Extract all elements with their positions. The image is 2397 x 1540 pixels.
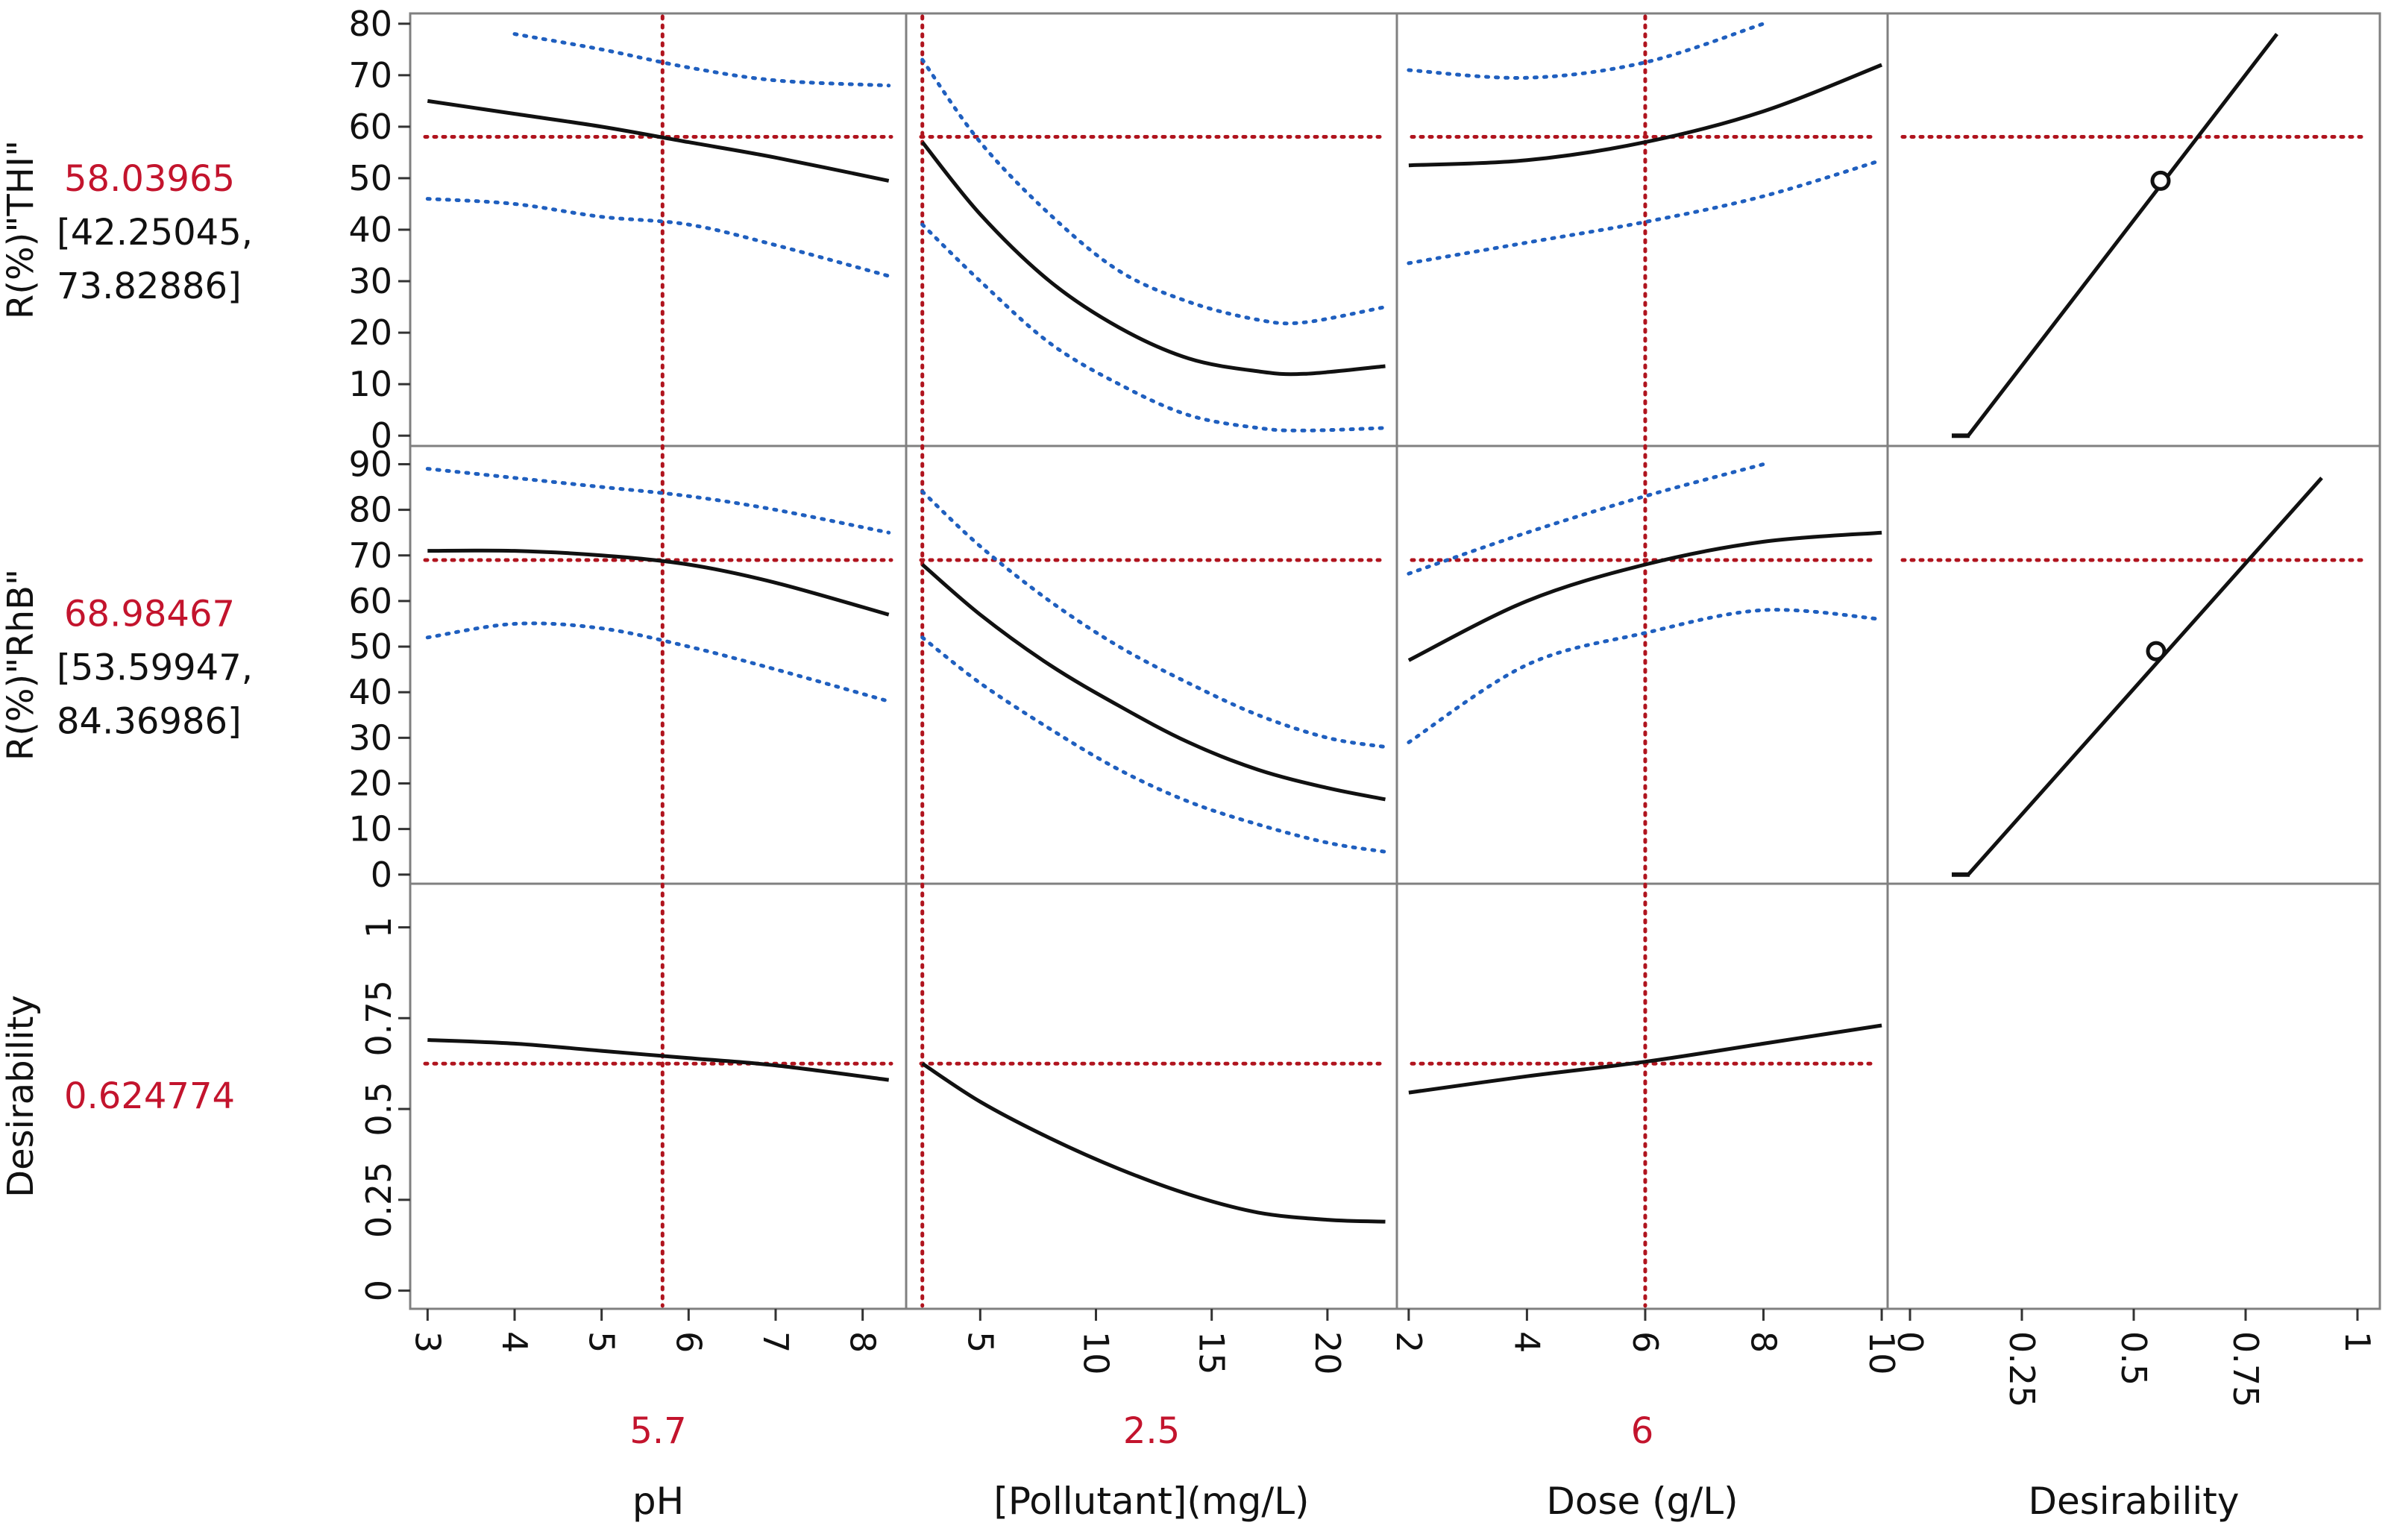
confidence-interval-r-rhb-1: 84.36986] xyxy=(57,701,242,743)
x-tick-label-desirability-3: 0.75 xyxy=(2225,1331,2266,1407)
y-tick-label-r-thi-7: 70 xyxy=(348,55,392,95)
prediction-curve-r-rhb-vs-dose-g-l xyxy=(1407,530,1882,662)
y-axis-label-r-rhb: R(%)"RhB" xyxy=(0,569,42,761)
y-tick-label-r-rhb-2: 20 xyxy=(348,763,392,803)
panel-3-3 xyxy=(1395,882,1889,1310)
x-tick-label-desirability-4: 1 xyxy=(2337,1331,2378,1353)
desirability-marker-r-rhb xyxy=(2146,641,2167,661)
prediction-curve-r-thi-vs-desirability xyxy=(1967,33,2278,437)
y-tick-label-r-rhb-0: 0 xyxy=(371,855,392,895)
prediction-curve-r-thi-vs-dose-g-l xyxy=(1408,63,1883,168)
y-tick-label-r-thi-6: 60 xyxy=(348,107,392,147)
prediction-curve-desirability-vs-ph xyxy=(427,1038,890,1082)
x-tick-label-ph-0: 3 xyxy=(407,1331,447,1353)
x-tick-label-pollutant-mg-l-3: 20 xyxy=(1307,1331,1348,1375)
y-axis-label-desirability: Desirability xyxy=(0,995,42,1198)
y-tick-label-r-thi-2: 20 xyxy=(348,312,392,353)
x-tick-label-ph-2: 5 xyxy=(582,1331,622,1353)
x-tick-label-dose-g-l-3: 8 xyxy=(1744,1331,1784,1353)
x-axis-label-dose-g-l: Dose (g/L) xyxy=(1546,1480,1738,1523)
panel-1-3 xyxy=(1395,12,1889,447)
y-tick-label-r-rhb-4: 40 xyxy=(348,672,392,712)
lower-ci-r-rhb-vs-dose-g-l xyxy=(1407,608,1884,744)
y-tick-label-r-thi-1: 10 xyxy=(348,364,392,404)
y-tick-label-desirability-1: 0.25 xyxy=(359,1162,399,1238)
y-tick-label-r-thi-4: 40 xyxy=(348,210,392,250)
x-tick-label-dose-g-l-4: 10 xyxy=(1862,1331,1902,1375)
panel-3-4 xyxy=(1886,882,2381,1310)
lower-ci-r-rhb-vs-ph xyxy=(425,621,891,703)
panel-2-4 xyxy=(1886,444,2381,885)
x-tick-label-desirability-0: 0 xyxy=(1890,1331,1930,1353)
prediction-curve-r-rhb-vs-pollutant-mg-l xyxy=(921,563,1386,802)
prediction-curve-r-thi-vs-pollutant-mg-l xyxy=(920,141,1386,377)
x-tick-label-pollutant-mg-l-2: 15 xyxy=(1192,1331,1232,1375)
y-tick-label-r-rhb-1: 10 xyxy=(348,809,392,849)
upper-ci-r-rhb-vs-dose-g-l xyxy=(1407,462,1765,576)
y-tick-label-desirability-3: 0.75 xyxy=(359,980,399,1056)
y-tick-label-r-rhb-9: 90 xyxy=(348,444,392,484)
upper-ci-r-rhb-vs-pollutant-mg-l xyxy=(920,489,1387,749)
y-tick-label-r-rhb-3: 30 xyxy=(348,717,392,758)
prediction-curve-r-rhb-vs-ph xyxy=(427,548,890,617)
x-axis-label-pollutant-mg-l: [Pollutant](mg/L) xyxy=(993,1480,1309,1523)
x-tick-label-dose-g-l-1: 4 xyxy=(1507,1331,1547,1353)
factor-current-dose-g-l: 6 xyxy=(1631,1410,1654,1452)
lower-ci-r-rhb-vs-pollutant-mg-l xyxy=(920,635,1387,854)
x-axis-label-desirability: Desirability xyxy=(2028,1480,2239,1523)
panel-2-1 xyxy=(409,444,908,885)
prediction-curve-r-thi-vs-ph xyxy=(427,98,890,183)
confidence-interval-r-rhb-0: [53.59947, xyxy=(57,647,253,689)
x-tick-label-ph-4: 7 xyxy=(755,1331,796,1353)
y-tick-label-r-rhb-8: 80 xyxy=(348,490,392,530)
y-tick-label-r-rhb-7: 70 xyxy=(348,535,392,576)
panel-3-2 xyxy=(905,882,1398,1310)
prediction-curve-r-rhb-vs-desirability xyxy=(1967,477,2323,876)
factor-current-ph: 5.7 xyxy=(629,1410,686,1452)
panel-1-4 xyxy=(1886,12,2381,447)
lower-ci-r-thi-vs-dose-g-l xyxy=(1407,158,1884,265)
panel-2-2 xyxy=(905,444,1398,885)
y-tick-label-r-thi-0: 0 xyxy=(371,415,392,456)
x-tick-label-ph-1: 4 xyxy=(494,1331,535,1353)
panel-1-1 xyxy=(409,12,908,447)
upper-ci-r-rhb-vs-ph xyxy=(425,467,891,535)
y-tick-label-r-thi-8: 80 xyxy=(348,4,392,44)
x-tick-label-ph-5: 8 xyxy=(843,1331,883,1353)
desirability-marker-r-thi xyxy=(2150,170,2171,191)
y-tick-label-r-rhb-5: 50 xyxy=(348,626,392,667)
x-tick-label-pollutant-mg-l-1: 10 xyxy=(1076,1331,1116,1375)
confidence-interval-r-thi-1: 73.82886] xyxy=(57,265,242,307)
factor-current-pollutant-mg-l: 2.5 xyxy=(1123,1410,1180,1452)
predicted-value-desirability: 0.624774 xyxy=(64,1075,235,1117)
lower-ci-r-thi-vs-pollutant-mg-l xyxy=(920,222,1387,433)
y-tick-label-desirability-0: 0 xyxy=(359,1280,399,1301)
predicted-value-r-thi: 58.03965 xyxy=(64,158,235,200)
x-tick-label-pollutant-mg-l-0: 5 xyxy=(960,1331,1000,1353)
prediction-curve-desirability-vs-pollutant-mg-l xyxy=(921,1062,1386,1224)
lower-ci-r-thi-vs-ph xyxy=(425,197,891,278)
y-axis-label-r-thi: R(%)"THI" xyxy=(0,140,42,319)
confidence-interval-r-thi-0: [42.25045, xyxy=(57,212,253,254)
x-tick-label-dose-g-l-0: 2 xyxy=(1389,1331,1429,1353)
y-tick-label-r-rhb-6: 60 xyxy=(348,581,392,621)
panel-3-1 xyxy=(409,882,908,1310)
x-tick-label-ph-3: 6 xyxy=(668,1331,709,1353)
x-axis-label-ph: pH xyxy=(632,1480,684,1523)
y-tick-label-r-thi-5: 50 xyxy=(348,158,392,198)
upper-ci-r-thi-vs-ph xyxy=(512,32,891,88)
y-tick-label-desirability-4: 1 xyxy=(359,917,399,938)
upper-ci-r-thi-vs-dose-g-l xyxy=(1407,22,1765,80)
upper-ci-r-thi-vs-pollutant-mg-l xyxy=(920,57,1387,326)
panel-1-2 xyxy=(905,12,1398,447)
y-tick-label-desirability-2: 0.5 xyxy=(359,1081,399,1136)
predicted-value-r-rhb: 68.98467 xyxy=(64,594,235,635)
x-tick-label-desirability-1: 0.25 xyxy=(2002,1331,2042,1407)
x-tick-label-dose-g-l-2: 6 xyxy=(1625,1331,1665,1353)
x-tick-label-desirability-2: 0.5 xyxy=(2114,1331,2154,1386)
y-tick-label-r-thi-3: 30 xyxy=(348,261,392,301)
panel-2-3 xyxy=(1395,444,1889,885)
prediction-curve-desirability-vs-dose-g-l xyxy=(1408,1023,1882,1095)
